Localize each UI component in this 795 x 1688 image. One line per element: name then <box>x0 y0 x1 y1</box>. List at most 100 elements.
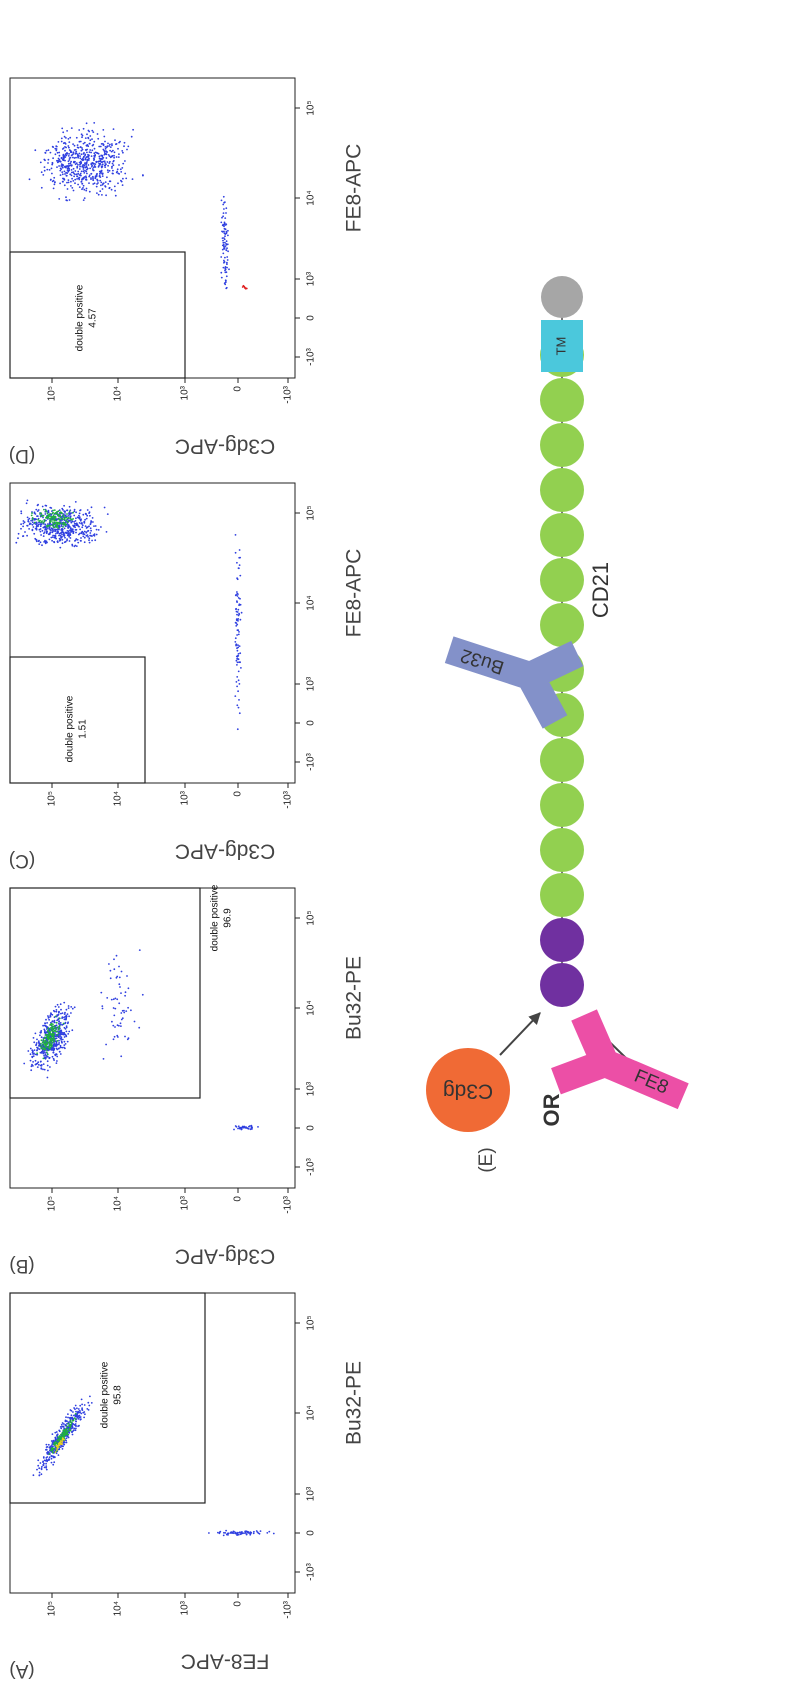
event-dot <box>114 189 116 192</box>
event-dot <box>113 958 115 961</box>
event-dot <box>53 1447 56 1450</box>
event-dot <box>48 1056 51 1059</box>
event-dot <box>79 1411 81 1414</box>
event-dot <box>46 512 49 515</box>
event-dot <box>80 170 83 173</box>
event-dot <box>121 150 124 152</box>
event-dot <box>126 975 128 977</box>
event-dot <box>49 1449 52 1452</box>
event-dot <box>58 1021 60 1023</box>
event-dot <box>33 511 36 514</box>
event-dot <box>236 561 238 564</box>
event-dot <box>74 520 77 522</box>
event-dot <box>60 1433 62 1436</box>
event-dot <box>51 529 54 531</box>
event-dot <box>85 122 88 125</box>
event-dot <box>76 144 79 146</box>
scr-domain <box>540 603 584 647</box>
event-dot <box>106 176 108 179</box>
event-dot <box>62 1022 65 1025</box>
event-dot <box>225 287 228 290</box>
event-dot <box>88 130 91 133</box>
event-dot <box>65 1026 68 1029</box>
scr-domain <box>540 783 584 827</box>
event-dot <box>40 1067 43 1070</box>
event-dot <box>58 534 60 537</box>
event-dot <box>56 1003 59 1006</box>
event-dot <box>121 1009 124 1012</box>
event-dot <box>51 524 54 527</box>
event-dot <box>84 166 87 169</box>
event-dot <box>236 577 239 580</box>
event-dot <box>51 1055 54 1058</box>
event-dot <box>34 1053 37 1056</box>
event-dot <box>62 1435 65 1438</box>
event-dot <box>66 1022 69 1025</box>
event-dot <box>52 1037 55 1040</box>
event-dot <box>83 141 86 144</box>
event-dot <box>62 521 65 524</box>
event-dot <box>66 188 69 190</box>
event-dot <box>60 1023 62 1026</box>
y-tick-label: 10⁵ <box>47 1601 58 1616</box>
event-dot <box>243 285 246 288</box>
event-dot <box>220 271 223 274</box>
event-dot <box>94 175 97 177</box>
event-dot <box>242 1126 245 1129</box>
event-dot <box>65 1439 67 1442</box>
event-dot <box>63 535 66 537</box>
event-dot <box>98 155 101 158</box>
event-dot <box>65 1035 68 1038</box>
event-dot <box>222 252 225 255</box>
event-dot <box>111 1020 113 1023</box>
event-dot <box>68 540 71 542</box>
event-dot <box>67 138 70 140</box>
event-dot <box>69 162 72 165</box>
event-dot <box>222 241 225 244</box>
event-dot <box>92 169 95 172</box>
event-dot <box>37 1459 40 1462</box>
event-dot <box>104 185 107 188</box>
event-dot <box>120 171 123 173</box>
event-dot <box>64 536 66 539</box>
event-dot <box>118 976 121 979</box>
event-dot <box>64 153 67 156</box>
scr-domain <box>540 423 584 467</box>
event-dot <box>99 179 102 182</box>
event-dot <box>52 1051 55 1054</box>
event-dot <box>63 510 66 513</box>
scr-domain <box>540 558 584 602</box>
event-dot <box>85 527 88 529</box>
event-dot <box>235 681 238 683</box>
event-dot <box>78 178 81 181</box>
event-dot <box>86 148 88 151</box>
event-dot <box>99 176 102 178</box>
event-dot <box>93 147 96 150</box>
event-dot <box>114 194 117 197</box>
event-dot <box>69 173 72 176</box>
event-dot <box>93 182 96 185</box>
event-dot <box>86 133 88 136</box>
x-tick-label: 0 <box>306 1125 317 1131</box>
event-dot <box>64 149 66 152</box>
event-dot <box>42 1043 45 1046</box>
event-dot <box>72 189 75 192</box>
event-dot <box>114 139 116 142</box>
event-dot <box>78 129 81 131</box>
event-dot <box>98 165 100 167</box>
event-dot <box>224 283 227 286</box>
event-dot <box>91 129 94 132</box>
event-dot <box>62 526 64 528</box>
event-dot <box>225 240 228 243</box>
scr-domain <box>540 873 584 917</box>
event-dot <box>59 1436 61 1439</box>
event-dot <box>39 525 42 528</box>
event-dot <box>58 509 61 512</box>
event-dot <box>20 512 23 515</box>
event-dot <box>121 167 124 169</box>
event-dot <box>92 162 95 165</box>
event-dot <box>67 1033 70 1035</box>
event-dot <box>47 1029 49 1032</box>
event-dot <box>236 591 238 593</box>
